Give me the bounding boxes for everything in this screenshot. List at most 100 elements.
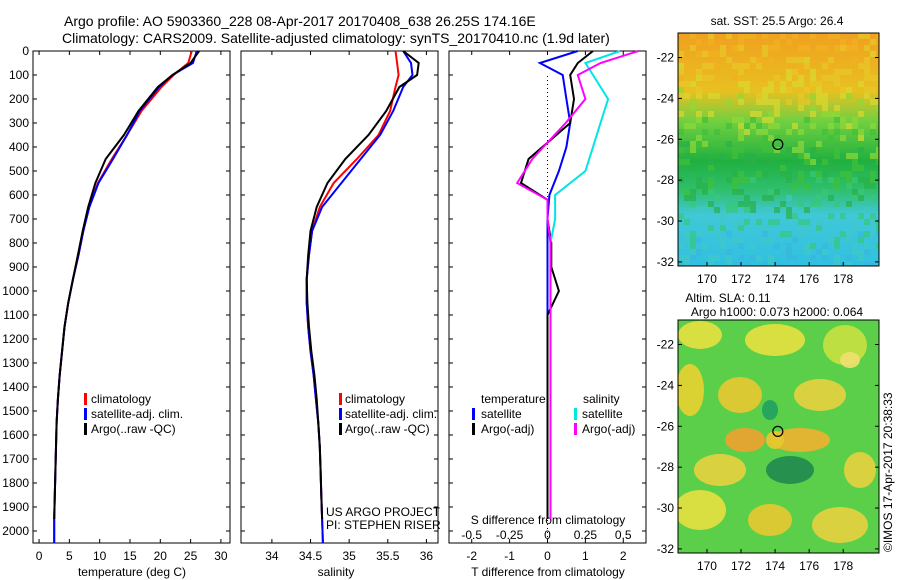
sst-pixel	[744, 201, 750, 207]
sst-pixel	[870, 219, 876, 225]
sst-pixel	[762, 87, 768, 93]
sst-pixel	[864, 177, 870, 183]
sst-pixel	[738, 63, 744, 69]
sst-pixel	[708, 111, 714, 117]
legend-label-argo: Argo(..raw -QC)	[345, 422, 430, 436]
temperature-panel-frame	[32, 50, 231, 544]
sst-pixel	[780, 81, 786, 87]
legend-swatch-temp-satellite	[472, 408, 475, 420]
lat-tick-label: -22	[657, 51, 675, 65]
sst-pixel	[732, 207, 738, 213]
sst-pixel	[684, 189, 690, 195]
sst-pixel	[828, 111, 834, 117]
sst-pixel	[816, 45, 822, 51]
sst-pixel	[690, 105, 696, 111]
sst-pixel	[858, 195, 864, 201]
series-line-argo-raw-qc-	[53, 50, 200, 520]
sst-pixel	[696, 87, 702, 93]
legend-title-salinity: salinity	[583, 392, 620, 406]
sst-pixel	[792, 33, 798, 39]
sst-pixel	[858, 147, 864, 153]
sst-pixel	[696, 117, 702, 123]
sst-pixel	[690, 201, 696, 207]
sst-pixel	[846, 87, 852, 93]
sst-pixel	[774, 135, 780, 141]
sst-pixel	[702, 75, 708, 81]
sst-pixel	[732, 189, 738, 195]
sst-pixel	[762, 147, 768, 153]
sst-pixel	[744, 195, 750, 201]
legend-label-sal-argo: Argo(-adj)	[582, 422, 635, 436]
sst-pixel	[768, 111, 774, 117]
sst-pixel	[840, 213, 846, 219]
sst-pixel	[738, 33, 744, 39]
sst-pixel	[870, 51, 876, 57]
sst-pixel	[744, 123, 750, 129]
profile-traces	[53, 50, 639, 544]
sst-pixel	[822, 249, 828, 255]
sst-pixel	[702, 153, 708, 159]
sst-pixel	[738, 45, 744, 51]
salinity-legend: climatology satellite-adj. clim. Argo(..…	[339, 392, 437, 436]
sst-pixel	[798, 129, 804, 135]
sst-pixel	[762, 195, 768, 201]
lat-tick-label: -30	[657, 501, 675, 515]
sst-pixel	[834, 255, 840, 261]
sst-pixel	[864, 219, 870, 225]
sst-pixel	[810, 75, 816, 81]
sst-pixel	[846, 261, 852, 266]
sst-pixel	[756, 123, 762, 129]
sst-pixel	[822, 111, 828, 117]
sst-pixel	[804, 243, 810, 249]
sst-pixel	[876, 231, 879, 237]
sst-pixel	[852, 129, 858, 135]
sst-pixel	[690, 231, 696, 237]
sst-pixel	[720, 141, 726, 147]
sst-pixel	[834, 165, 840, 171]
sst-pixel	[792, 147, 798, 153]
sst-pixel	[792, 255, 798, 261]
sst-pixel	[858, 177, 864, 183]
sst-pixel	[768, 57, 774, 63]
x-tick-label: -1	[504, 549, 515, 563]
sst-pixel	[798, 231, 804, 237]
sst-pixel	[870, 231, 876, 237]
sst-pixel	[768, 219, 774, 225]
sla-map	[678, 320, 879, 553]
sst-pixel	[876, 75, 879, 81]
sst-pixel	[732, 177, 738, 183]
temperature-legend: climatology satellite-adj. clim. Argo(..…	[84, 392, 183, 436]
sst-pixel	[852, 45, 858, 51]
sst-pixel	[828, 123, 834, 129]
lat-tick-label: -26	[657, 132, 675, 146]
sst-pixel	[798, 75, 804, 81]
lon-tick-label: 172	[731, 559, 751, 573]
sst-pixel	[726, 57, 732, 63]
sst-pixel	[726, 231, 732, 237]
sst-pixel	[858, 135, 864, 141]
sst-pixel	[804, 57, 810, 63]
sst-pixel	[708, 201, 714, 207]
sst-pixel	[792, 123, 798, 129]
sst-pixel	[846, 177, 852, 183]
x-tick-label: 35	[342, 549, 356, 563]
sst-pixel	[768, 81, 774, 87]
sst-pixel	[816, 177, 822, 183]
sst-pixel	[870, 183, 876, 189]
sst-pixel	[822, 243, 828, 249]
sst-pixel	[768, 159, 774, 165]
sst-pixel	[804, 207, 810, 213]
x-tick-label: 35.5	[376, 549, 400, 563]
sst-pixel	[816, 195, 822, 201]
sst-pixel	[708, 189, 714, 195]
sst-pixel	[726, 261, 732, 266]
sst-pixel	[756, 57, 762, 63]
legend-swatch-climatology	[84, 393, 87, 405]
sst-pixel	[732, 147, 738, 153]
sst-pixel	[816, 99, 822, 105]
sst-pixel	[780, 171, 786, 177]
legend-swatch-argo	[84, 423, 87, 435]
lon-tick-label: 178	[833, 272, 853, 286]
sst-pixel	[750, 117, 756, 123]
series-line-satellite-adj-clim-	[305, 50, 414, 544]
